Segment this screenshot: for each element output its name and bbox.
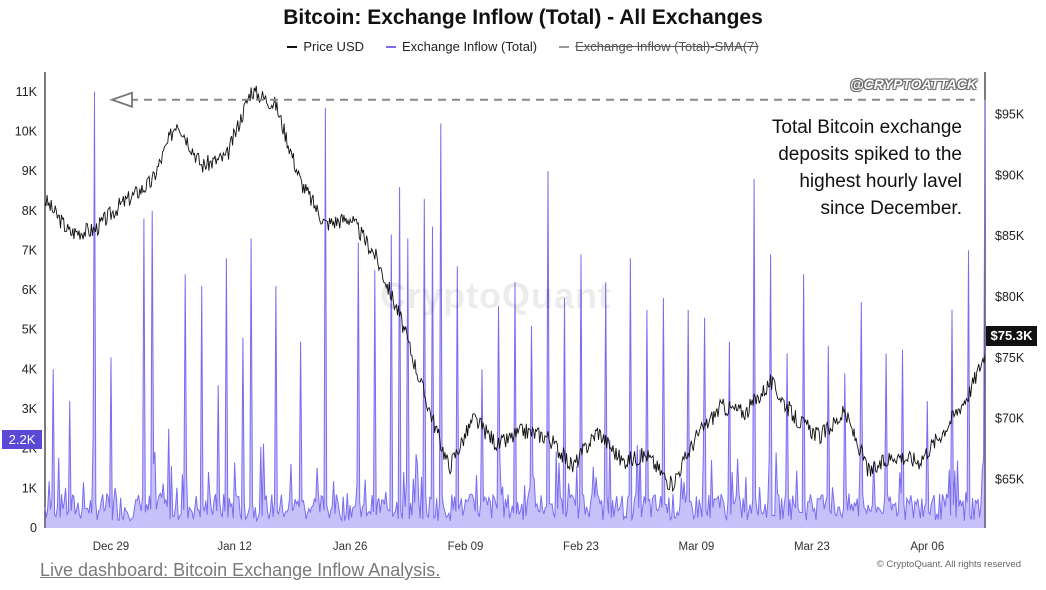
copyright-text: © CryptoQuant. All rights reserved [876, 559, 1021, 570]
y-right-tick-label: $95K [995, 108, 1025, 122]
y-left-tick-label: 10K [15, 124, 38, 138]
y-left-tick-label: 0 [30, 521, 37, 535]
x-tick-label: Feb 23 [563, 541, 599, 553]
y-left-tick-label: 6K [22, 283, 38, 297]
x-tick-label: Mar 23 [794, 541, 830, 553]
y-left-tick-label: 5K [22, 323, 38, 337]
author-tag: @CRYPTOATTACK [850, 76, 977, 92]
y-left-tick-label: 11K [16, 85, 38, 99]
y-left-tick-label: 3K [22, 402, 38, 416]
cryptoquant-watermark: CryptoQuant [380, 275, 611, 316]
y-right-tick-label: $65K [995, 472, 1025, 486]
legend-sma-swatch [559, 45, 570, 48]
y-right-tick-label: $90K [995, 168, 1025, 182]
current-inflow-badge: 2.2K [2, 430, 42, 449]
legend-item-sma[interactable]: Exchange Inflow (Total)-SMA(7) [559, 39, 759, 54]
chart-title: Bitcoin: Exchange Inflow (Total) - All E… [283, 6, 763, 29]
inflow-line [44, 91, 986, 523]
legend-inflow-label: Exchange Inflow (Total) [402, 39, 538, 54]
y-right-tick-label: $80K [995, 290, 1025, 304]
x-tick-label: Dec 29 [93, 541, 129, 553]
reference-arrow-icon [109, 91, 133, 109]
current-price-badge: $75.3K [986, 326, 1037, 346]
annotation-text: Total Bitcoin exchange deposits spiked t… [702, 114, 962, 222]
annotation-line-1: Total Bitcoin exchange [771, 117, 962, 138]
y-left-tick-label: 1K [22, 481, 38, 495]
legend-price-label: Price USD [303, 39, 365, 54]
legend: Price USD Exchange Inflow (Total) Exchan… [0, 39, 1046, 54]
price-line [44, 85, 986, 493]
y-left-tick-label: 9K [22, 164, 38, 178]
legend-sma-label: Exchange Inflow (Total)-SMA(7) [575, 39, 759, 54]
y-left-tick-label: 4K [22, 362, 38, 376]
y-right-tick-label: $70K [995, 412, 1025, 426]
x-tick-label: Feb 09 [448, 541, 484, 553]
annotation-line-2: deposits spiked to the [778, 144, 962, 165]
x-tick-label: Jan 12 [217, 541, 252, 553]
y-left-tick-label: 8K [22, 204, 38, 218]
legend-inflow-swatch [386, 45, 397, 48]
legend-price-swatch [287, 45, 298, 48]
y-left-tick-label: 7K [22, 243, 38, 257]
y-right-tick-label: $75K [995, 351, 1025, 365]
dashboard-link[interactable]: Live dashboard: Bitcoin Exchange Inflow … [40, 560, 441, 580]
annotation-line-4: since December. [820, 198, 962, 219]
legend-item-price[interactable]: Price USD [287, 39, 364, 54]
x-tick-label: Mar 09 [679, 541, 715, 553]
annotation-line-3: highest hourly lavel [799, 171, 962, 192]
x-tick-label: Apr 06 [910, 541, 944, 553]
legend-item-inflow[interactable]: Exchange Inflow (Total) [386, 39, 537, 54]
x-tick-label: Jan 26 [333, 541, 368, 553]
y-right-tick-label: $85K [995, 229, 1025, 243]
